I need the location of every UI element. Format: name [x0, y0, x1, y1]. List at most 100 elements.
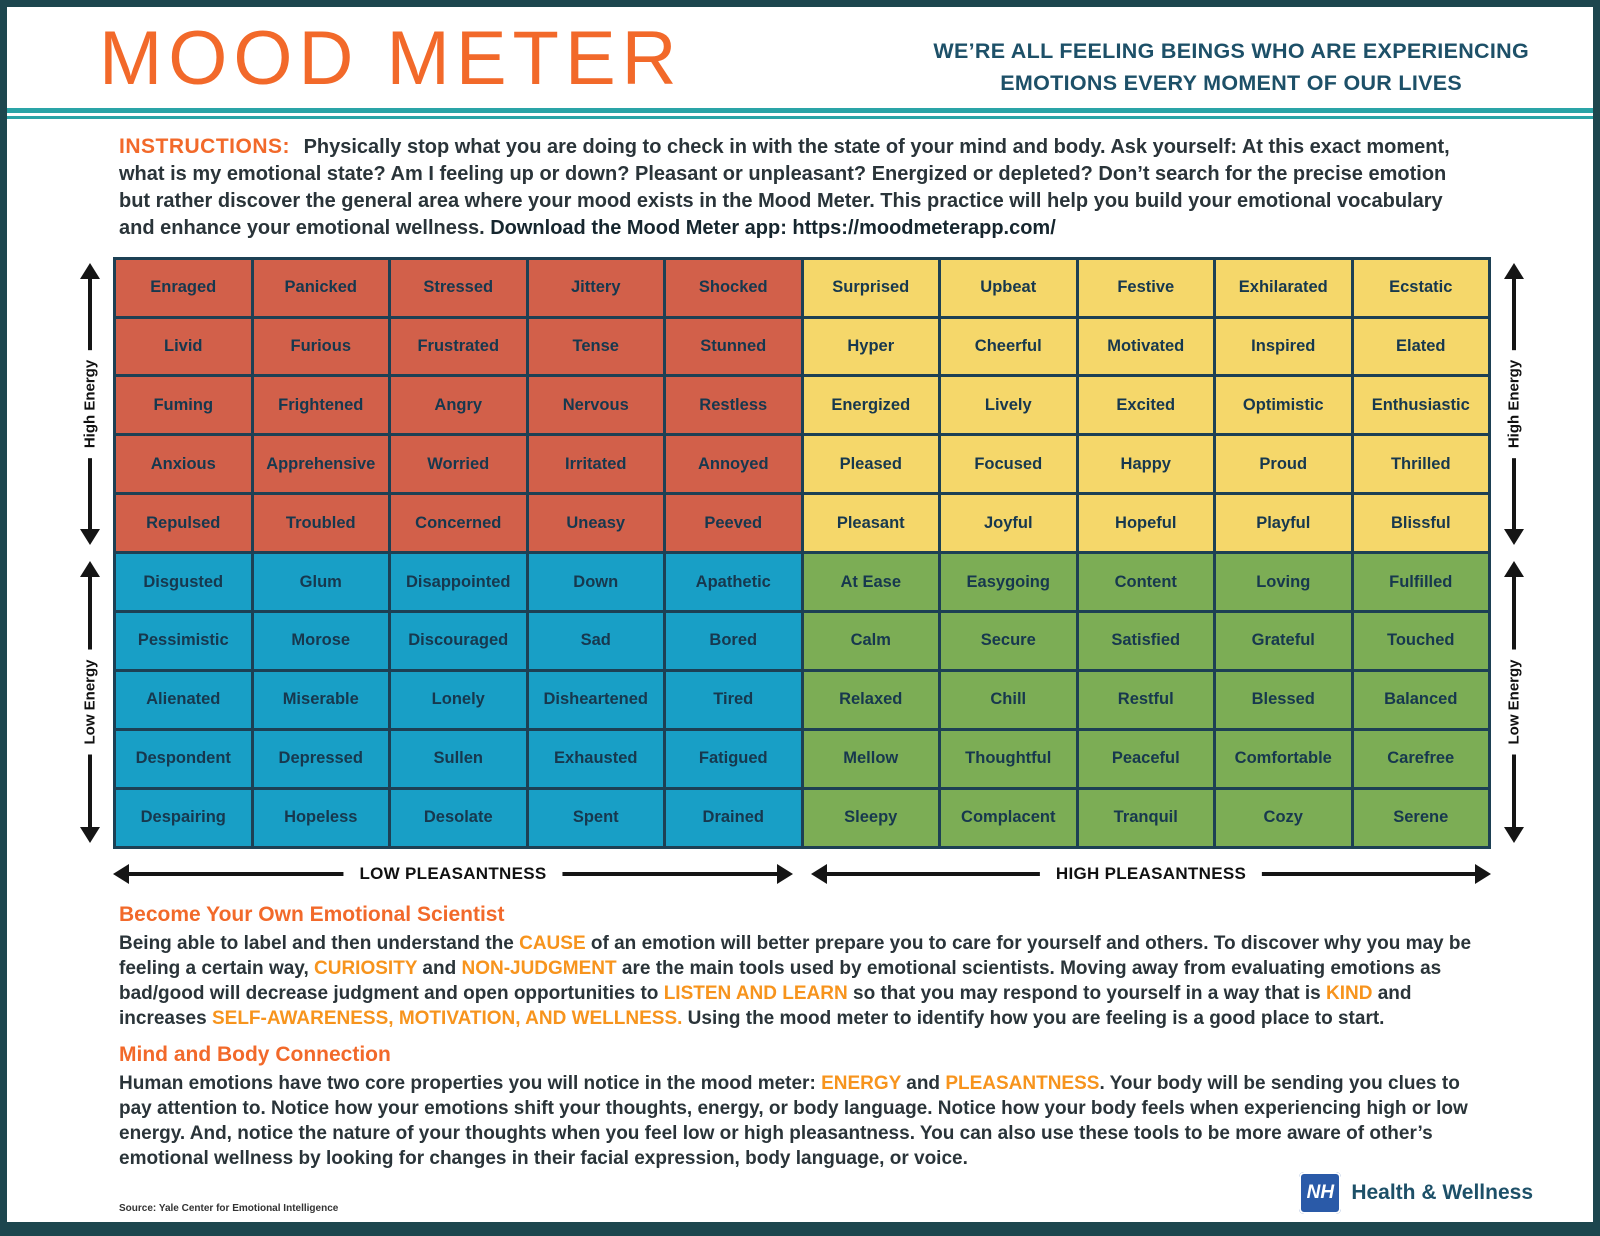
emotion-cell: Happy — [1078, 436, 1213, 493]
highlight-term: NON-JUDGMENT — [461, 957, 617, 979]
emotion-cell: Focused — [941, 436, 1076, 493]
emotion-cell: Panicked — [253, 259, 388, 316]
highlight-term: SELF-AWARENESS, MOTIVATION, AND WELLNESS… — [211, 1007, 683, 1029]
tagline-line-1: WE’RE ALL FEELING BEINGS WHO ARE EXPERIE… — [933, 39, 1529, 63]
text-segment: Human emotions have two core properties … — [119, 1072, 822, 1094]
emotion-cell: Cozy — [1216, 789, 1351, 846]
high-energy-arrow-right: High Energy — [1497, 262, 1531, 545]
emotion-cell: Carefree — [1353, 730, 1488, 787]
highlight-term: CAUSE — [519, 932, 586, 954]
footer: Source: Yale Center for Emotional Intell… — [119, 1172, 1533, 1214]
low-energy-arrow-left: Low Energy — [73, 560, 107, 843]
emotion-cell: Worried — [391, 436, 526, 493]
emotion-cell: Apprehensive — [253, 436, 388, 493]
teal-rule-thick — [7, 107, 1593, 113]
text-segment: Using the mood meter to identify how you… — [682, 1007, 1385, 1029]
emotion-cell: Balanced — [1353, 671, 1488, 728]
emotion-cell: Loving — [1216, 554, 1351, 610]
mood-grid-section: High Energy Low Energy Enraged Panicked St… — [73, 256, 1531, 849]
emotion-cell: Enthusiastic — [1353, 377, 1488, 434]
emotion-cell: Upbeat — [941, 259, 1076, 316]
pleasantness-axis: LOW PLEASANTNESS HIGH PLEASANTNESS — [113, 857, 1491, 891]
emotion-cell: Comfortable — [1216, 730, 1351, 787]
axis-label-low-energy: Low Energy — [78, 649, 102, 755]
emotion-cell: Relaxed — [803, 671, 938, 728]
emotion-cell: Troubled — [253, 495, 388, 552]
emotion-cell: Mellow — [803, 730, 938, 787]
emotion-cell: Drained — [666, 789, 801, 846]
emotion-cell: Peeved — [666, 495, 801, 552]
teal-rule-thin — [7, 115, 1593, 119]
emotion-cell: Stunned — [666, 318, 801, 375]
emotion-cell: Cheerful — [941, 318, 1076, 375]
emotion-cell: Lonely — [391, 671, 526, 728]
emotion-cell: Hopeful — [1078, 495, 1213, 552]
text-segment: and increases — [119, 982, 1412, 1029]
arrow-up-icon — [1504, 560, 1524, 577]
instructions-body: Physically stop what you are doing to ch… — [119, 135, 1450, 240]
high-pleasantness-arrow: HIGH PLEASANTNESS — [811, 857, 1491, 891]
emotion-cell: Sad — [528, 613, 663, 669]
section-heading: Mind and Body Connection — [119, 1042, 391, 1066]
emotion-cell: Frightened — [253, 377, 388, 434]
emotion-cell: Enraged — [116, 259, 251, 316]
instructions-label: INSTRUCTIONS: — [119, 134, 290, 158]
emotion-cell: Blissful — [1353, 495, 1488, 552]
emotion-cell: Sleepy — [803, 789, 938, 846]
highlight-term: CURIOSITY — [314, 957, 418, 979]
emotion-cell: Inspired — [1216, 318, 1351, 375]
emotion-cell: Bored — [666, 613, 801, 669]
arrow-up-icon — [1504, 262, 1524, 279]
text-segment: so that you may respond to yourself in a… — [847, 982, 1326, 1004]
emotion-cell: Lively — [941, 377, 1076, 434]
axis-label-low-pleasantness: LOW PLEASANTNESS — [343, 860, 563, 887]
highlight-term: PLEASANTNESS — [945, 1072, 1100, 1094]
tagline: WE’RE ALL FEELING BEINGS WHO ARE EXPERIE… — [933, 35, 1529, 100]
emotion-cell: Elated — [1353, 318, 1488, 375]
arrow-down-icon — [80, 826, 100, 843]
emotion-cell: Touched — [1353, 613, 1488, 669]
emotion-cell: Jittery — [528, 259, 663, 316]
high-energy-arrow-left: High Energy — [73, 262, 107, 545]
emotion-cell: Optimistic — [1216, 377, 1351, 434]
emotion-cell: Concerned — [391, 495, 526, 552]
emotion-cell: Ecstatic — [1353, 259, 1488, 316]
emotion-cell: Glum — [253, 554, 388, 610]
text-segment: Being able to label and then understand … — [119, 932, 520, 954]
emotion-cell: Fuming — [116, 377, 251, 434]
emotion-cell: Grateful — [1216, 613, 1351, 669]
arrow-left-icon — [811, 863, 827, 884]
header: MOOD METER WE’RE ALL FEELING BEINGS WHO … — [7, 7, 1593, 100]
unh-logo: NH — [1299, 1172, 1342, 1214]
emotion-cell: Anxious — [116, 436, 251, 493]
arrow-down-icon — [80, 528, 100, 545]
brand-block: NH Health & Wellness — [1299, 1172, 1533, 1214]
emotion-cell: Secure — [941, 613, 1076, 669]
emotion-cell: Excited — [1078, 377, 1213, 434]
emotion-cell: Sullen — [391, 730, 526, 787]
emotion-cell: Fatigued — [666, 730, 801, 787]
highlight-term: LISTEN AND LEARN — [663, 982, 848, 1004]
emotion-cell: Fulfilled — [1353, 554, 1488, 610]
emotion-cell: Alienated — [116, 671, 251, 728]
emotion-cell: Disheartened — [528, 671, 663, 728]
mood-grid: Enraged Panicked Stressed Jittery Shocked Sur… — [113, 256, 1491, 849]
tagline-line-2: EMOTIONS EVERY MOMENT OF OUR LIVES — [1000, 71, 1463, 96]
emotion-cell: Miserable — [253, 671, 388, 728]
emotion-cell: Desolate — [391, 789, 526, 846]
emotion-cell: Thoughtful — [941, 730, 1076, 787]
emotion-cell: Pleasant — [803, 495, 938, 552]
emotion-cell: Playful — [1216, 495, 1351, 552]
text-segment: and — [417, 957, 462, 979]
emotion-cell: Thrilled — [1353, 436, 1488, 493]
emotion-cell: Disappointed — [391, 554, 526, 610]
emotion-cell: Discouraged — [391, 613, 526, 669]
emotion-cell: Furious — [253, 318, 388, 375]
axis-label-high-pleasantness: HIGH PLEASANTNESS — [1039, 860, 1263, 887]
emotion-cell: Shocked — [666, 259, 801, 316]
emotion-cell: Chill — [941, 671, 1076, 728]
emotion-cell: Tired — [666, 671, 801, 728]
emotion-cell: Uneasy — [528, 495, 663, 552]
brand-name: Health & Wellness — [1351, 1181, 1533, 1204]
